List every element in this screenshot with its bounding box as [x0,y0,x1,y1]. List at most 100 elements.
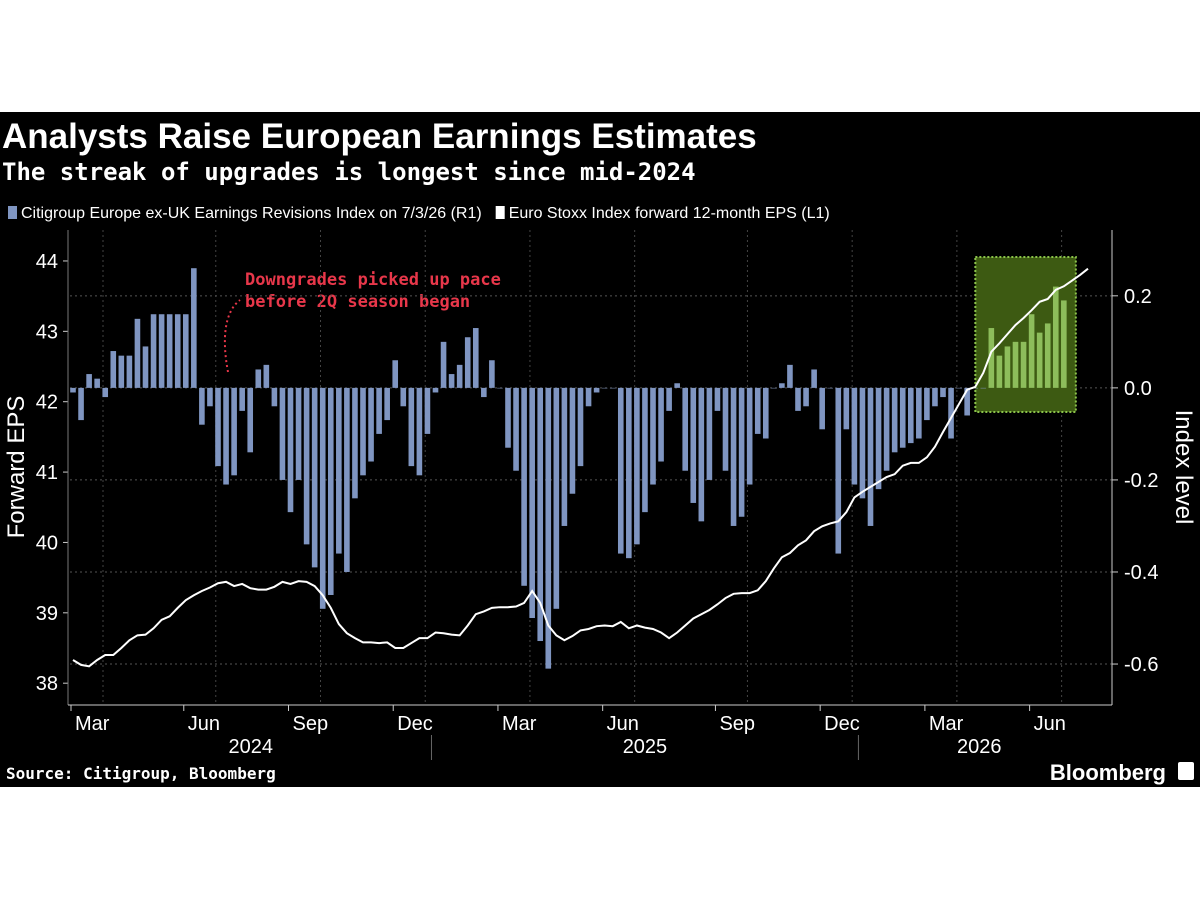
x-group-label: 2024 [228,736,273,758]
bar [368,387,374,462]
bar [247,387,254,453]
bar [239,387,245,411]
y-tick-label: 39 [36,603,58,625]
bar [158,314,165,388]
bar [416,387,423,476]
bar [859,387,866,499]
bar [674,383,680,388]
bar [199,387,205,425]
bar [658,387,664,462]
bar [440,341,447,388]
bar [795,387,801,411]
y2-tick-label: -0.2 [1124,470,1158,492]
bar [191,268,197,388]
bar [327,387,334,595]
bar [771,387,777,389]
bar [779,383,785,388]
bar [400,387,407,407]
bar [690,387,697,503]
bar [722,387,729,471]
line [72,267,1089,668]
bar [617,387,624,554]
bar [263,364,270,388]
bar [545,387,552,669]
bar [223,387,229,485]
bar [609,387,616,389]
y2-tick-label: -0.4 [1124,562,1158,584]
brand-icon [1178,762,1194,780]
bar [634,387,640,545]
bar [472,328,479,388]
y-axis-title: Forward EPS [3,396,30,539]
bar [827,387,834,389]
bar [94,378,100,388]
bar [207,387,213,407]
bar [899,387,906,448]
bar [948,387,954,439]
y2-tick-label: 0.0 [1124,378,1152,400]
x-group-label: 2026 [957,736,1002,758]
y-tick-label: 38 [36,673,58,695]
bar [851,387,858,485]
bar [456,364,463,388]
bar [883,387,890,471]
bar [86,374,92,388]
bar [835,387,842,554]
bar [142,346,149,388]
bar [150,314,157,388]
bar [521,387,527,586]
background [0,112,1200,787]
y2-tick-label: 0.2 [1124,286,1152,308]
legend-label: Citigroup Europe ex-UK Earnings Revision… [21,205,482,222]
annotation: before 2Q season began [245,292,470,312]
bar [489,360,495,388]
bar [932,387,938,407]
bar [311,387,318,568]
legend-label: Euro Stoxx Index forward 12-month EPS (L… [509,205,830,222]
bar [787,364,793,388]
bar [940,387,946,398]
bar [505,387,511,448]
bar [126,355,133,388]
y-tick-label: 41 [36,462,58,484]
bar [118,355,125,388]
bar [287,387,294,513]
bar [1004,346,1011,388]
x-tick-label: Dec [397,713,433,735]
bar [319,387,326,609]
bar [70,387,76,393]
y-tick-label: 40 [36,532,58,554]
bar [78,387,84,421]
bar [819,387,825,430]
chart-subtitle: The streak of upgrades is longest since … [2,158,696,186]
bar [352,387,358,499]
bar [964,387,970,416]
bar [907,387,914,444]
bar [1044,323,1051,388]
bar [1012,341,1019,388]
legend-swatch [495,206,505,219]
bar [972,387,979,389]
bar [577,387,584,467]
bar [376,387,382,434]
x-tick-label: Sep [719,713,755,735]
bar [601,387,608,389]
bar [497,387,503,389]
bar [529,387,535,619]
bar [182,314,189,388]
bar [255,369,262,388]
bar [336,387,342,554]
bar [110,351,117,388]
y-tick-label: 43 [36,321,58,343]
bar [988,328,995,388]
bar [867,387,874,526]
bar [762,387,769,439]
source: Source: Citigroup, Bloomberg [6,764,276,783]
bar [360,387,366,476]
bar [481,387,487,398]
bar [408,387,415,467]
bar [344,387,350,572]
bar [891,387,898,453]
brand: Bloomberg [1050,760,1166,785]
